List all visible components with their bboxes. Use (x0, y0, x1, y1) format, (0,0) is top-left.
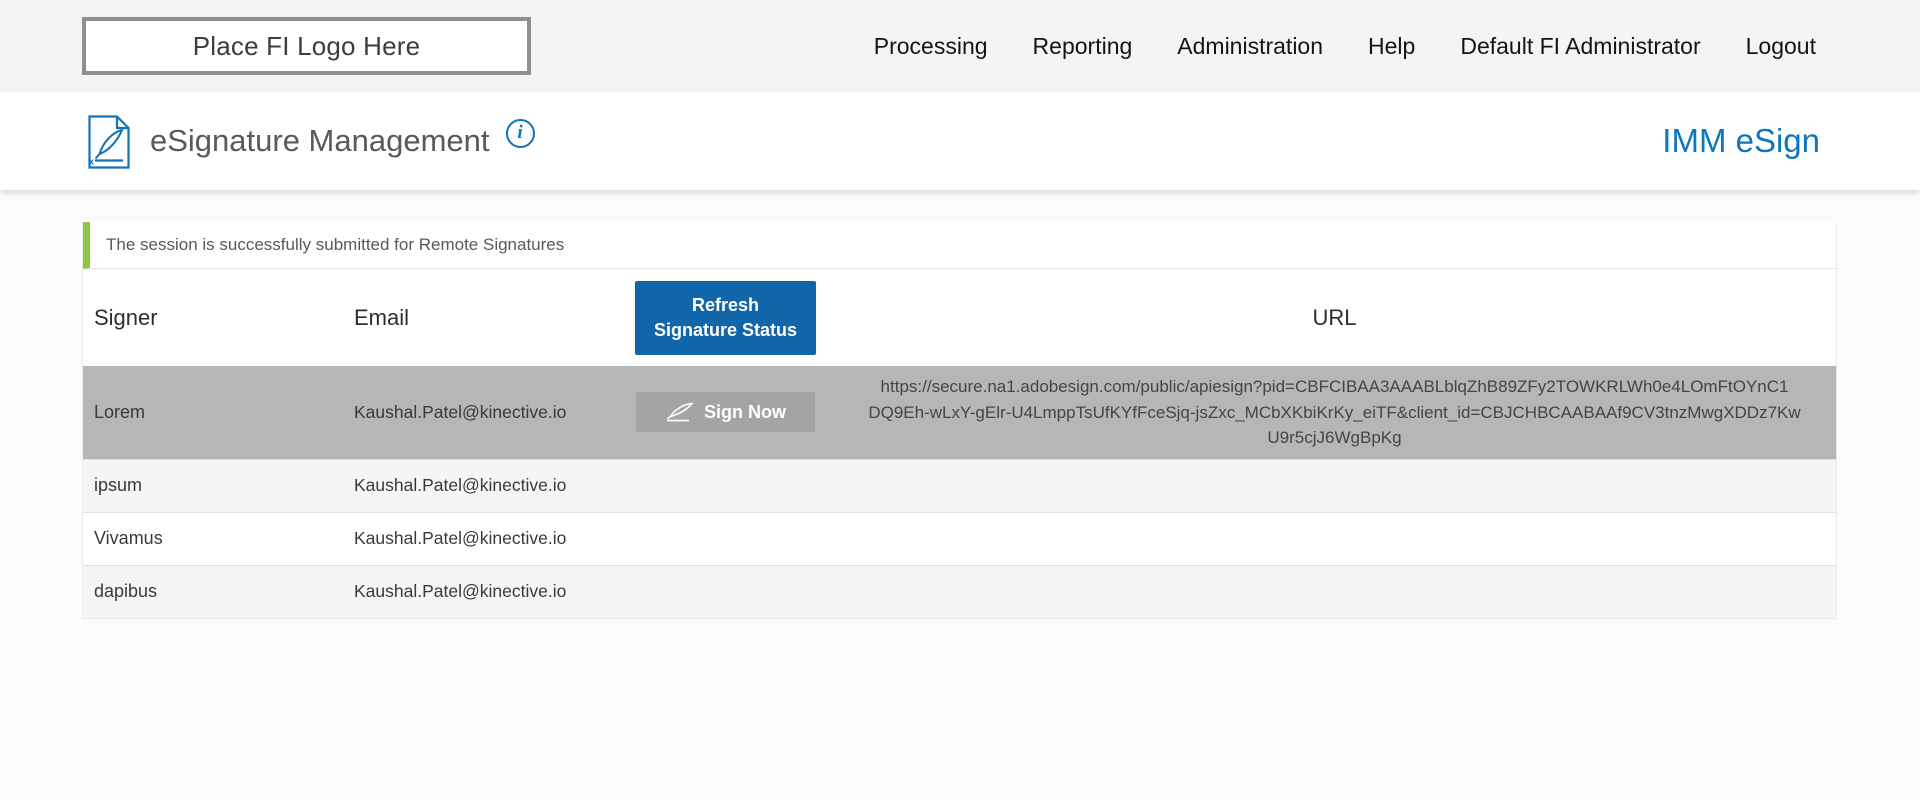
fi-logo-placeholder: Place FI Logo Here (82, 17, 531, 75)
signing-url-line: U9r5cjJ6WgBpKg (1267, 428, 1402, 447)
signer-name: ipsum (94, 475, 143, 495)
info-icon[interactable]: i (505, 118, 535, 148)
table-row-ipsum: ipsum Kaushal.Patel@kinective.io (83, 458, 1836, 512)
column-header-signer: Signer (94, 304, 158, 330)
column-header-email: Email (354, 304, 410, 330)
signing-url (833, 584, 1836, 600)
signer-action-cell: Sign Now (618, 392, 833, 433)
success-alert-message: The session is successfully submitted fo… (106, 235, 565, 254)
signing-url: https://secure.na1.adobesign.com/public/… (833, 366, 1836, 459)
nav-links: Processing Reporting Administration Help… (874, 33, 1816, 60)
nav-item-administration[interactable]: Administration (1177, 32, 1324, 59)
signer-email: Kaushal.Patel@kinective.io (354, 528, 567, 548)
signer-email: Kaushal.Patel@kinective.io (354, 581, 567, 601)
column-header-url: URL (1312, 304, 1357, 330)
table-row-dapibus: dapibus Kaushal.Patel@kinective.io (83, 564, 1836, 618)
nav-item-help[interactable]: Help (1368, 32, 1416, 59)
table-row-lorem: Lorem Kaushal.Patel@kinective.io Sign No… (83, 366, 1836, 459)
success-alert: The session is successfully submitted fo… (83, 222, 1836, 269)
column-header-status: Refresh Signature Status (618, 280, 833, 355)
signer-email: Kaushal.Patel@kinective.io (354, 475, 567, 495)
esignature-document-icon: x (88, 115, 130, 169)
svg-text:x: x (89, 157, 94, 167)
main-content: The session is successfully submitted fo… (0, 190, 1920, 619)
table-row-vivamus: Vivamus Kaushal.Patel@kinective.io (83, 511, 1836, 565)
signers-panel: The session is successfully submitted fo… (82, 222, 1837, 619)
signer-name: Lorem (94, 401, 146, 422)
refresh-signature-status-button[interactable]: Refresh Signature Status (635, 280, 816, 355)
signing-url (833, 478, 1836, 494)
nav-item-reporting[interactable]: Reporting (1032, 32, 1133, 59)
nav-item-current-user[interactable]: Default FI Administrator (1460, 32, 1701, 59)
signer-name: dapibus (94, 581, 158, 601)
brand-logo-text: IMM eSign (1662, 122, 1820, 159)
refresh-button-line1: Refresh (691, 295, 760, 316)
top-nav-bar: Place FI Logo Here Processing Reporting … (0, 0, 1920, 92)
signing-url (833, 531, 1836, 547)
signer-name: Vivamus (94, 528, 163, 548)
fi-logo-text: Place FI Logo Here (192, 30, 421, 61)
nav-item-processing[interactable]: Processing (873, 32, 988, 59)
signers-table-header: Signer Email Refresh Signature Status UR… (83, 269, 1836, 366)
sign-now-label: Sign Now (704, 401, 786, 422)
page-header: x eSignature Management i IMM eSign (0, 92, 1920, 190)
sign-now-button[interactable]: Sign Now (636, 392, 815, 433)
quill-pen-icon (666, 402, 694, 422)
signing-url-line: https://secure.na1.adobesign.com/public/… (880, 377, 1789, 396)
signer-email: Kaushal.Patel@kinective.io (354, 401, 567, 422)
page-title: eSignature Management (150, 123, 490, 158)
info-icon-glyph: i (517, 122, 523, 143)
refresh-button-line2: Signature Status (653, 319, 798, 340)
nav-item-logout[interactable]: Logout (1745, 32, 1816, 59)
signing-url-line: DQ9Eh-wLxY-gElr-U4LmppTsUfKYfFceSjq-jsZx… (868, 402, 1801, 422)
